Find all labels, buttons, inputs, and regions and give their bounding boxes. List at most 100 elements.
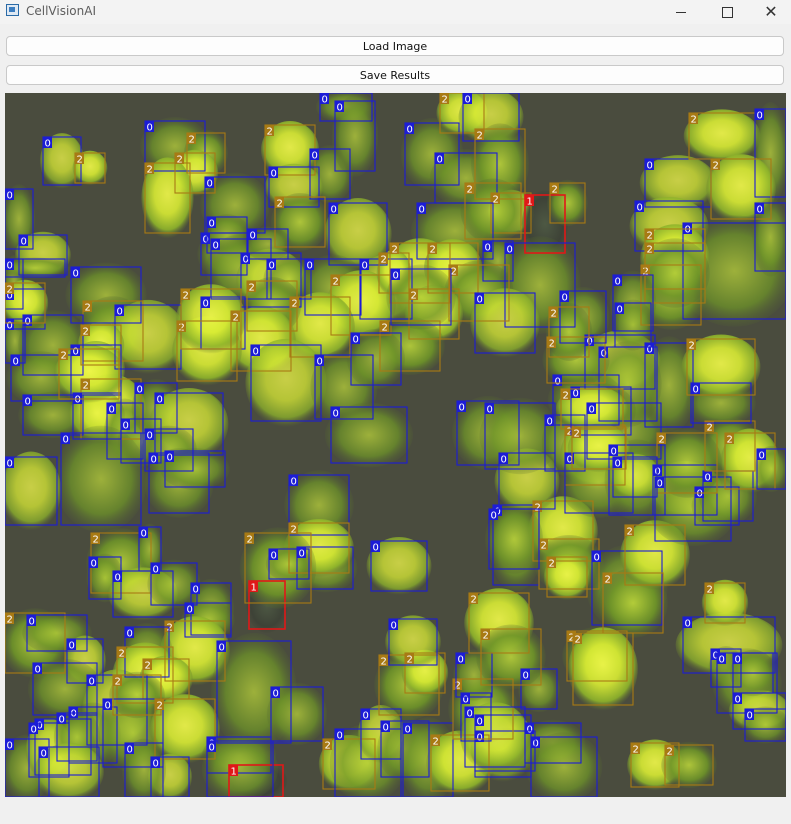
detection-class-0: 0 [250, 344, 322, 422]
bounding-box [174, 152, 216, 194]
class-label-bg [691, 383, 700, 394]
bounding-box [102, 698, 164, 768]
class-label: 0 [491, 511, 497, 522]
bounding-box [566, 630, 628, 682]
class-label-bg [329, 203, 338, 214]
class-label: 0 [75, 395, 81, 406]
detection-class-0: 0 [26, 614, 88, 652]
class-label: 2 [549, 559, 555, 570]
class-label: 2 [407, 655, 413, 666]
detection-class-2: 2 [480, 628, 542, 686]
class-label-bg [525, 195, 534, 206]
bounding-box [150, 756, 190, 797]
class-label: 2 [249, 283, 255, 294]
cell-blob [176, 284, 246, 354]
class-label-bg [251, 345, 260, 356]
detection-class-0: 0 [304, 258, 362, 316]
class-label-bg [645, 229, 654, 240]
class-label-bg [248, 229, 257, 240]
detection-class-0: 0 [350, 332, 402, 386]
class-label: 2 [551, 309, 557, 320]
bounding-box [184, 602, 232, 638]
bounding-box [402, 722, 454, 797]
bounding-box [498, 452, 556, 510]
class-label-bg [115, 305, 124, 316]
class-label: 0 [269, 261, 275, 272]
cell-blob [201, 736, 279, 797]
class-label-bg [705, 583, 714, 594]
detection-class-0: 0 [240, 252, 302, 308]
class-label-bg [91, 533, 100, 544]
bounding-box [559, 290, 607, 344]
image-viewer[interactable]: 0202220000200002000202212000020200202002… [5, 93, 786, 797]
class-label: 0 [419, 205, 425, 216]
class-label: 2 [667, 747, 673, 758]
cell-blob [347, 328, 405, 390]
class-label: 0 [437, 155, 443, 166]
detection-class-0: 0 [309, 148, 351, 200]
detection-class-2: 2 [427, 242, 479, 294]
detection-class-2: 2 [112, 674, 162, 716]
class-label: 2 [691, 115, 697, 126]
class-label-bg [475, 731, 484, 742]
status-area [0, 797, 791, 824]
class-label-bg [533, 501, 542, 512]
class-label-bg [549, 307, 558, 318]
detection-class-0: 0 [164, 450, 226, 488]
bounding-box [710, 158, 772, 220]
bounding-box [586, 402, 662, 460]
class-label: 2 [381, 255, 387, 266]
detection-class-0: 0 [5, 456, 58, 526]
class-label-bg [525, 723, 534, 734]
class-label-bg [440, 93, 449, 104]
class-label: 2 [382, 323, 388, 334]
save-results-button[interactable]: Save Results [6, 65, 784, 85]
class-label: 0 [547, 417, 553, 428]
bounding-box [439, 93, 485, 134]
class-label: 0 [203, 299, 209, 310]
class-label: 0 [89, 677, 95, 688]
class-label-bg [247, 281, 256, 292]
bounding-box [350, 332, 402, 386]
bounding-box [560, 388, 624, 430]
class-label: 0 [31, 725, 37, 736]
cell-blob [525, 732, 603, 797]
class-label: 0 [713, 651, 719, 662]
detection-class-0: 0 [319, 93, 373, 122]
bounding-box [549, 182, 586, 224]
class-label-bg [71, 345, 80, 356]
maximize-button[interactable] [704, 0, 750, 24]
bounding-box [154, 698, 216, 760]
class-label-bg [67, 639, 76, 650]
detection-class-0: 0 [404, 122, 460, 186]
detection-class-0: 0 [334, 728, 402, 797]
class-label: 0 [567, 455, 573, 466]
class-label: 0 [127, 629, 133, 640]
class-label-bg [331, 275, 340, 286]
detection-class-2: 2 [572, 632, 634, 706]
class-label-bg [19, 235, 28, 246]
cell-blob [366, 537, 432, 595]
detection-class-2: 2 [180, 288, 242, 350]
class-label: 0 [25, 317, 31, 328]
close-button[interactable]: ✕ [748, 0, 791, 24]
bounding-box [268, 166, 320, 208]
cell-blob [683, 109, 761, 163]
detection-class-0: 0 [216, 640, 292, 744]
class-label: 0 [693, 385, 699, 396]
minimize-button[interactable] [658, 0, 704, 24]
bounding-box [330, 406, 408, 464]
class-label-bg [645, 243, 654, 254]
cell-blob [150, 694, 220, 764]
class-label: 0 [7, 741, 13, 752]
load-image-button[interactable]: Load Image [6, 36, 784, 56]
class-label-bg [360, 259, 369, 270]
class-label-bg [81, 325, 90, 336]
class-label-bg [573, 633, 582, 644]
class-label-bg [81, 379, 90, 390]
cell-blob [485, 504, 543, 574]
bounding-box [28, 722, 70, 778]
bounding-box [5, 456, 58, 526]
class-label-bg [603, 573, 612, 584]
detection-class-2: 2 [644, 242, 706, 304]
